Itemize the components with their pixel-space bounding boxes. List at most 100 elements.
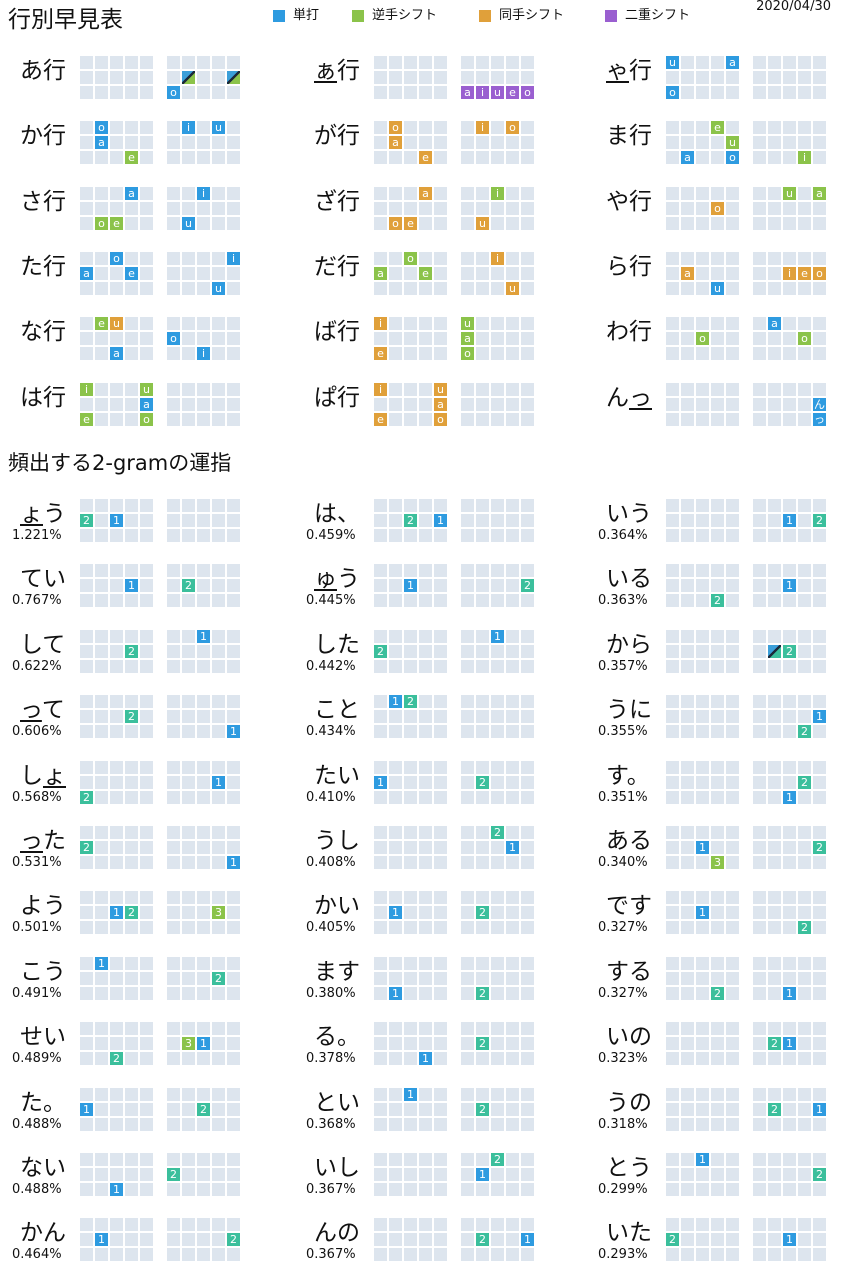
key-cell <box>227 644 240 658</box>
key-cell <box>197 412 210 426</box>
key-mark: 1 <box>227 856 240 869</box>
key-cell <box>212 986 225 1000</box>
key-cell <box>434 986 447 1000</box>
key-cell <box>798 1022 811 1036</box>
key-mark: e <box>374 412 387 426</box>
key-cell <box>681 1248 694 1262</box>
key-cell <box>681 695 694 709</box>
key-cell <box>491 856 504 869</box>
key-cell <box>80 1233 93 1247</box>
key-cell <box>419 629 432 643</box>
key-cell <box>726 397 739 411</box>
block-label: が行 <box>314 123 360 150</box>
key-cell <box>476 564 489 578</box>
key-cell <box>95 826 108 839</box>
key-mark: u <box>212 281 225 295</box>
key-cell <box>212 514 225 527</box>
key-cell <box>182 906 195 920</box>
key-mark: i <box>374 317 387 331</box>
key-cell <box>389 710 402 724</box>
key-cell <box>419 841 432 854</box>
key-cell <box>491 891 504 905</box>
key-cell <box>768 629 781 643</box>
key-cell <box>696 186 709 200</box>
key-cell <box>491 1183 504 1196</box>
key-mark: a <box>389 136 402 150</box>
key-cell <box>753 382 766 396</box>
key-cell <box>813 529 826 542</box>
key-mark: e <box>80 412 93 426</box>
key-cell <box>389 317 402 331</box>
key-cell <box>476 856 489 869</box>
key-cell <box>681 629 694 643</box>
key-cell <box>212 1117 225 1131</box>
key-cell <box>197 499 210 512</box>
key-cell <box>434 564 447 578</box>
key-cell <box>798 1248 811 1262</box>
key-cell <box>476 347 489 361</box>
key-cell <box>506 266 519 280</box>
key-cell <box>783 594 796 608</box>
key-cell <box>681 1022 694 1036</box>
key-cell <box>506 251 519 265</box>
key-cell <box>80 986 93 1000</box>
key-cell <box>696 629 709 643</box>
block-label: です <box>606 893 652 920</box>
block-label: ぱ行 <box>314 384 360 411</box>
key-cell <box>110 86 123 99</box>
key-cell <box>696 1087 709 1101</box>
key-cell <box>696 695 709 709</box>
key-cell <box>374 594 387 608</box>
key-cell <box>461 281 474 295</box>
key-cell <box>768 186 781 200</box>
key-cell <box>419 397 432 411</box>
key-cell <box>506 347 519 361</box>
key-cell <box>711 216 724 230</box>
key-cell <box>110 659 123 673</box>
key-cell <box>125 921 138 935</box>
key-cell <box>389 629 402 643</box>
key-cell <box>212 201 225 215</box>
key-cell <box>212 382 225 396</box>
key-cell <box>227 906 240 920</box>
key-cell <box>167 906 180 920</box>
key-cell <box>404 382 417 396</box>
key-cell <box>389 281 402 295</box>
key-mark: 2 <box>813 1168 826 1181</box>
key-cell <box>491 760 504 774</box>
key-cell <box>506 56 519 69</box>
key-cell <box>491 56 504 69</box>
block-label: な行 <box>20 319 66 346</box>
key-cell <box>389 332 402 346</box>
key-cell <box>681 644 694 658</box>
key-cell <box>212 71 225 84</box>
key-cell <box>711 695 724 709</box>
key-cell <box>434 151 447 165</box>
key-cell <box>461 1218 474 1232</box>
key-cell <box>95 725 108 739</box>
key-mark: a <box>374 266 387 280</box>
key-cell <box>768 56 781 69</box>
key-cell <box>726 1052 739 1066</box>
key-cell <box>212 564 225 578</box>
key-cell <box>666 906 679 920</box>
key-cell <box>696 1183 709 1196</box>
key-cell <box>491 71 504 84</box>
key-cell <box>476 186 489 200</box>
key-cell <box>125 281 138 295</box>
key-cell <box>726 725 739 739</box>
key-cell <box>140 1102 153 1116</box>
key-cell <box>521 71 534 84</box>
key-cell <box>374 216 387 230</box>
key-cell <box>140 499 153 512</box>
key-mark <box>768 644 781 658</box>
key-cell <box>666 1087 679 1101</box>
key-cell <box>374 826 387 839</box>
key-cell <box>434 1168 447 1181</box>
key-cell <box>491 281 504 295</box>
block-label: さ行 <box>20 188 66 215</box>
key-cell <box>696 216 709 230</box>
key-cell <box>798 1117 811 1131</box>
key-cell <box>182 775 195 789</box>
key-cell <box>182 1052 195 1066</box>
